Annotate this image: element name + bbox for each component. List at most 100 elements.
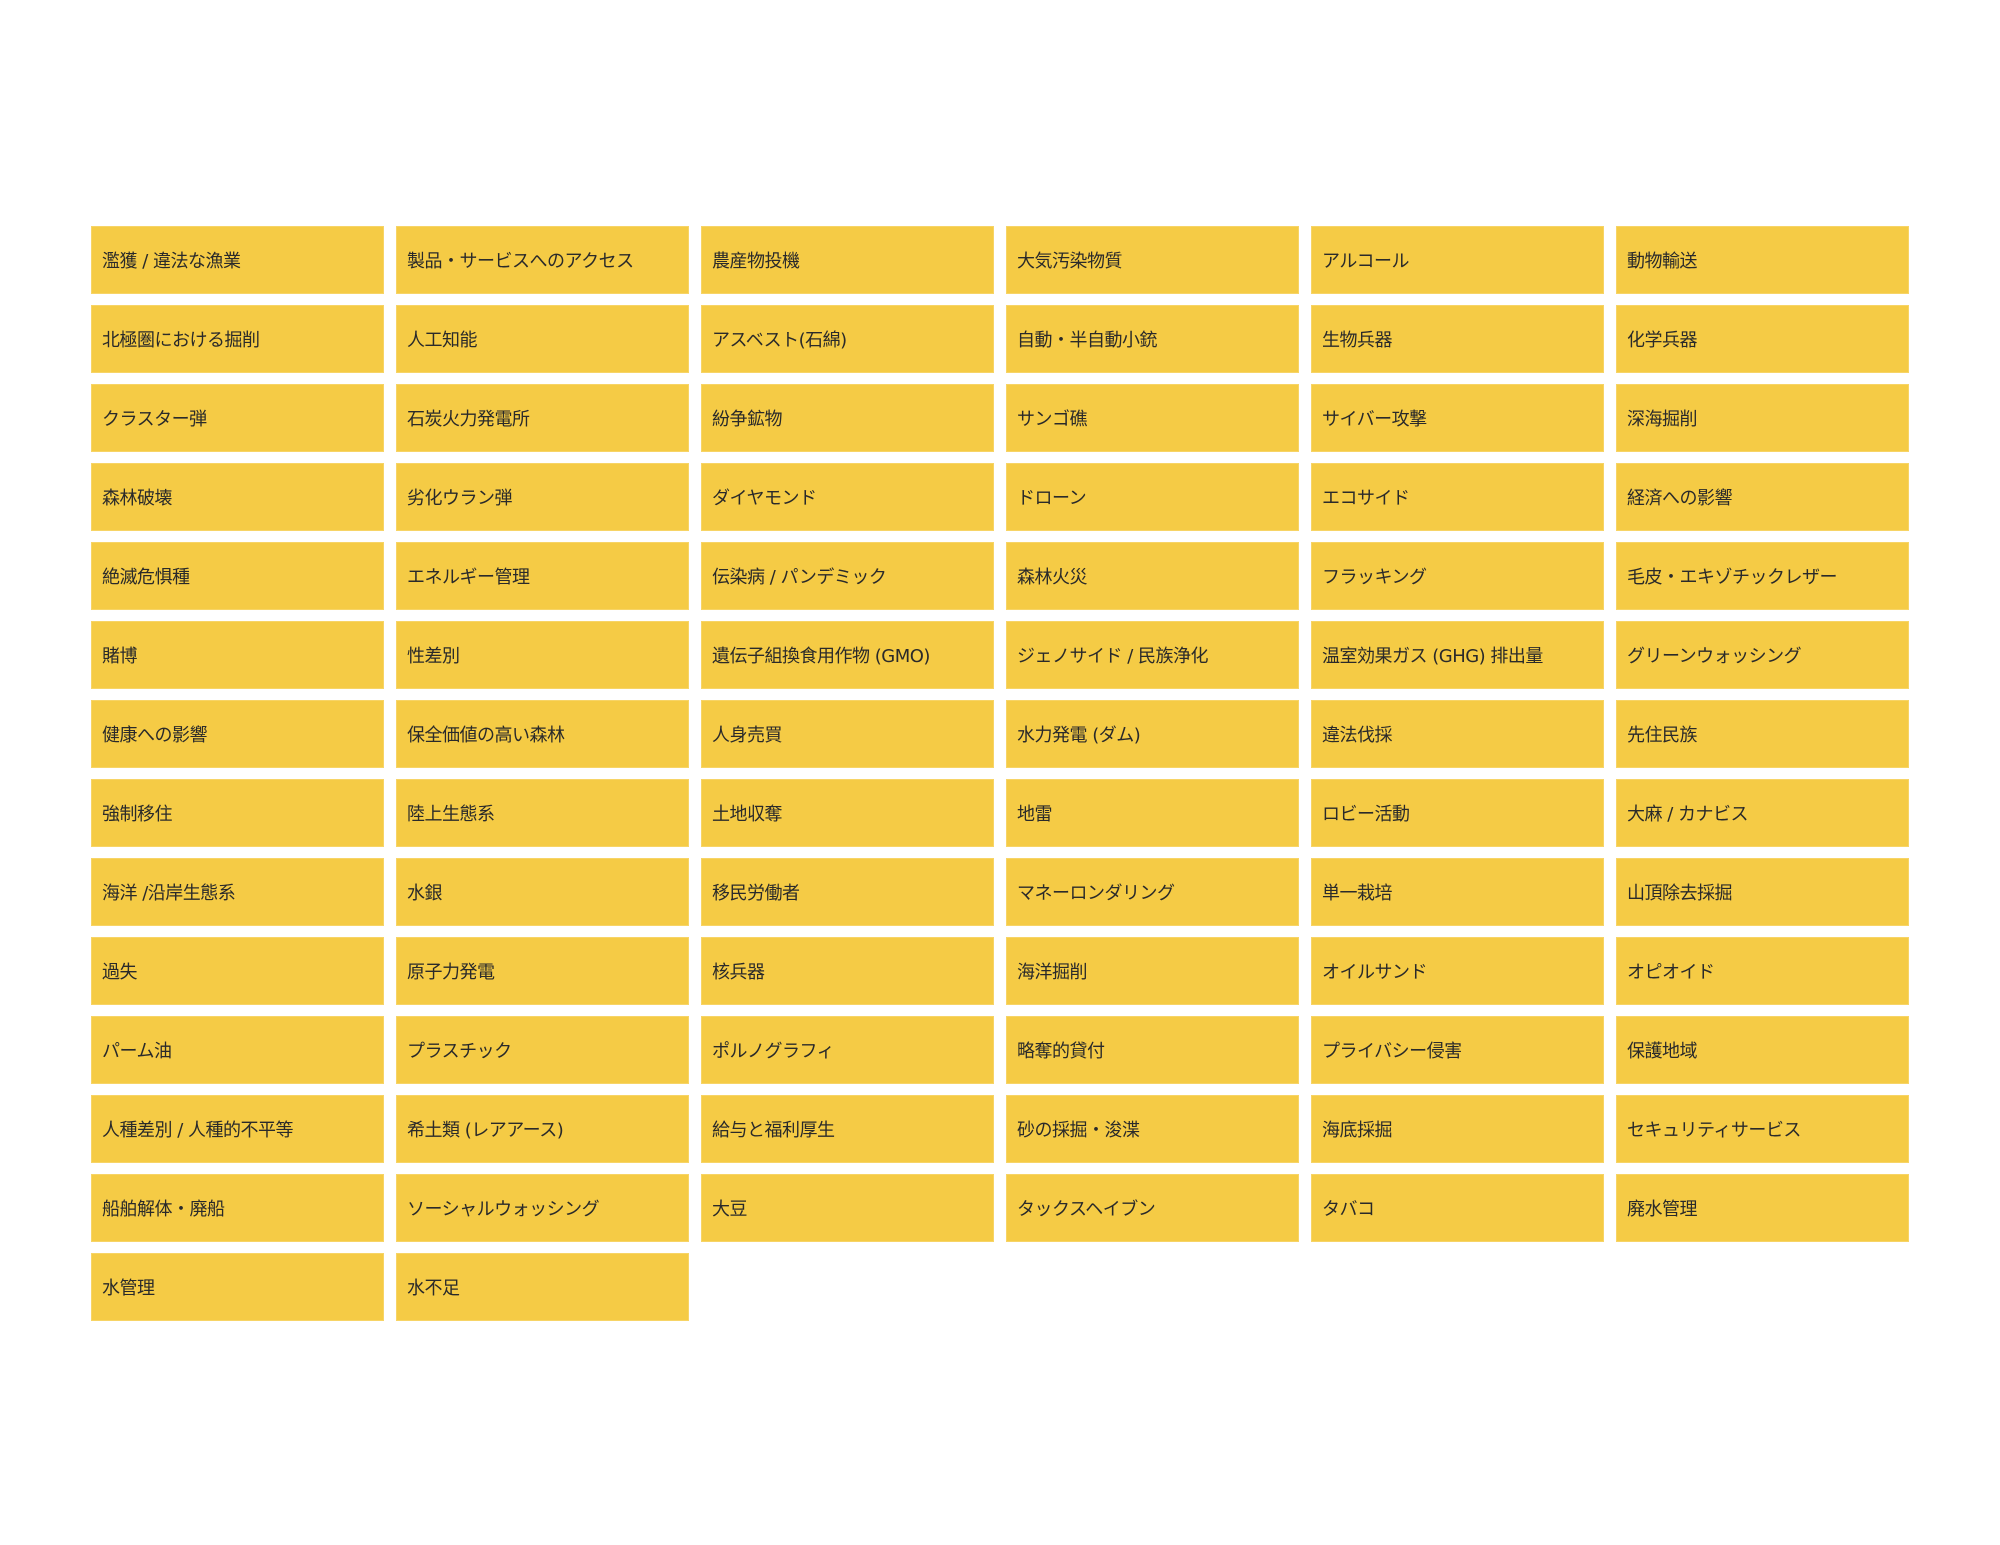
topic-tile[interactable]: 違法伐採 [1311,700,1604,768]
topic-tile[interactable]: クラスター弾 [91,384,384,452]
topic-tile[interactable]: 大気汚染物質 [1006,226,1299,294]
topic-tile[interactable]: 強制移住 [91,779,384,847]
topic-tile[interactable]: 農産物投機 [701,226,994,294]
topic-tile[interactable]: 森林火災 [1006,542,1299,610]
topic-label: 違法伐採 [1322,725,1393,746]
topic-label: 水管理 [102,1278,155,1299]
topic-tile[interactable]: 地雷 [1006,779,1299,847]
topic-tile[interactable]: 砂の採掘・浚渫 [1006,1095,1299,1163]
topic-tile[interactable]: 核兵器 [701,937,994,1005]
topic-tile[interactable]: 大麻 / カナビス [1616,779,1909,847]
topic-tile[interactable]: ドローン [1006,463,1299,531]
topic-tile[interactable]: サイバー攻撃 [1311,384,1604,452]
topic-tile[interactable]: ジェノサイド / 民族浄化 [1006,621,1299,689]
topic-tile[interactable]: 人種差別 / 人種的不平等 [91,1095,384,1163]
topic-tile[interactable]: 遺伝子組換食用作物 (GMO) [701,621,994,689]
topic-tile[interactable]: グリーンウォッシング [1616,621,1909,689]
topic-label: 単一栽培 [1322,883,1393,904]
topic-tile[interactable]: 水力発電 (ダム) [1006,700,1299,768]
topic-tile[interactable]: 人身売買 [701,700,994,768]
topic-label: 大麻 / カナビス [1627,804,1749,825]
topic-tile[interactable]: タックスヘイブン [1006,1174,1299,1242]
topic-label: 森林火災 [1017,567,1088,588]
topic-label: 温室効果ガス (GHG) 排出量 [1322,646,1543,667]
topic-tile[interactable]: 毛皮・エキゾチックレザー [1616,542,1909,610]
topic-tile[interactable]: マネーロンダリング [1006,858,1299,926]
topic-tile[interactable]: 伝染病 / パンデミック [701,542,994,610]
topic-tile[interactable]: パーム油 [91,1016,384,1084]
topic-tile[interactable]: 自動・半自動小銃 [1006,305,1299,373]
topic-tile[interactable]: 生物兵器 [1311,305,1604,373]
topic-tile[interactable]: 健康への影響 [91,700,384,768]
topic-tile[interactable]: 土地収奪 [701,779,994,847]
topic-tile[interactable]: エコサイド [1311,463,1604,531]
topic-grid: 濫獲 / 違法な漁業 製品・サービスへのアクセス 農産物投機 大気汚染物質 アルコール 動… [91,226,1921,1321]
topic-label: 給与と福利厚生 [712,1120,835,1141]
topic-tile[interactable]: 濫獲 / 違法な漁業 [91,226,384,294]
topic-tile[interactable]: 移民労働者 [701,858,994,926]
topic-tile[interactable]: 化学兵器 [1616,305,1909,373]
topic-tile[interactable]: 製品・サービスへのアクセス [396,226,689,294]
topic-tile[interactable]: 経済への影響 [1616,463,1909,531]
topic-tile[interactable]: 温室効果ガス (GHG) 排出量 [1311,621,1604,689]
topic-tile[interactable]: 船舶解体・廃船 [91,1174,384,1242]
topic-tile[interactable]: 給与と福利厚生 [701,1095,994,1163]
topic-tile[interactable]: 絶滅危惧種 [91,542,384,610]
topic-tile[interactable]: アルコール [1311,226,1604,294]
topic-tile[interactable]: 単一栽培 [1311,858,1604,926]
topic-tile[interactable]: 北極圏における掘削 [91,305,384,373]
topic-tile[interactable]: 陸上生態系 [396,779,689,847]
topic-tile[interactable]: 廃水管理 [1616,1174,1909,1242]
topic-label: タバコ [1322,1199,1375,1220]
topic-tile[interactable]: オピオイド [1616,937,1909,1005]
topic-tile[interactable]: 性差別 [396,621,689,689]
topic-tile[interactable]: 先住民族 [1616,700,1909,768]
topic-label: 濫獲 / 違法な漁業 [102,251,241,272]
topic-tile[interactable]: 略奪的貸付 [1006,1016,1299,1084]
topic-label: 砂の採掘・浚渫 [1017,1120,1140,1141]
topic-tile[interactable]: 大豆 [701,1174,994,1242]
topic-label: パーム油 [102,1041,172,1062]
topic-tile[interactable]: サンゴ礁 [1006,384,1299,452]
topic-tile[interactable]: 紛争鉱物 [701,384,994,452]
topic-tile[interactable]: 深海掘削 [1616,384,1909,452]
topic-label: 原子力発電 [407,962,495,983]
topic-label: 動物輸送 [1627,251,1698,272]
topic-tile[interactable]: ロビー活動 [1311,779,1604,847]
topic-tile[interactable]: エネルギー管理 [396,542,689,610]
topic-tile[interactable]: ポルノグラフィ [701,1016,994,1084]
topic-tile[interactable]: 原子力発電 [396,937,689,1005]
topic-tile[interactable]: ダイヤモンド [701,463,994,531]
topic-tile[interactable]: ソーシャルウォッシング [396,1174,689,1242]
topic-label: 船舶解体・廃船 [102,1199,225,1220]
topic-tile[interactable]: 水不足 [396,1253,689,1321]
topic-tile[interactable]: 過失 [91,937,384,1005]
topic-tile[interactable]: 海洋 /沿岸生態系 [91,858,384,926]
topic-tile[interactable]: プラスチック [396,1016,689,1084]
topic-tile[interactable]: プライバシー侵害 [1311,1016,1604,1084]
topic-label: 移民労働者 [712,883,800,904]
topic-tile[interactable]: 動物輸送 [1616,226,1909,294]
topic-tile[interactable]: セキュリティサービス [1616,1095,1909,1163]
topic-tile[interactable]: 賭博 [91,621,384,689]
topic-tile[interactable]: 森林破壊 [91,463,384,531]
topic-tile[interactable]: 海洋掘削 [1006,937,1299,1005]
topic-tile[interactable]: フラッキング [1311,542,1604,610]
topic-tile[interactable]: 人工知能 [396,305,689,373]
topic-tile[interactable]: 希土類 (レアアース) [396,1095,689,1163]
topic-tile[interactable]: 水銀 [396,858,689,926]
topic-tile[interactable]: 劣化ウラン弾 [396,463,689,531]
topic-label: オイルサンド [1322,962,1428,983]
topic-label: プライバシー侵害 [1322,1041,1462,1062]
topic-tile[interactable]: オイルサンド [1311,937,1604,1005]
topic-tile[interactable]: タバコ [1311,1174,1604,1242]
topic-tile[interactable]: 水管理 [91,1253,384,1321]
topic-tile[interactable]: アスベスト(石綿) [701,305,994,373]
topic-tile[interactable]: 海底採掘 [1311,1095,1604,1163]
topic-label: 山頂除去採掘 [1627,883,1733,904]
topic-label: 健康への影響 [102,725,208,746]
topic-tile[interactable]: 山頂除去採掘 [1616,858,1909,926]
topic-tile[interactable]: 保護地域 [1616,1016,1909,1084]
topic-tile[interactable]: 石炭火力発電所 [396,384,689,452]
topic-tile[interactable]: 保全価値の高い森林 [396,700,689,768]
